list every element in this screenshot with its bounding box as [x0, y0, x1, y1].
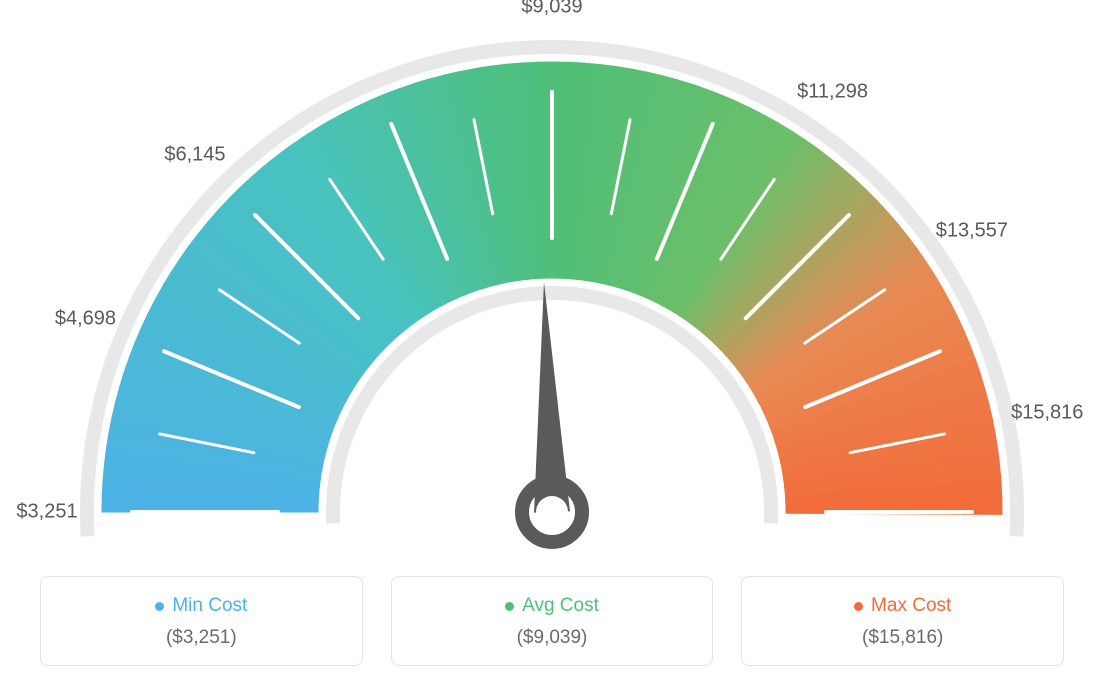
- gauge: $3,251 $4,698 $6,145 $9,039 $11,298 $13,557 $1…: [0, 0, 1104, 560]
- legend-card-max: Max Cost ($15,816): [741, 576, 1064, 666]
- legend-row: Min Cost ($3,251) Avg Cost ($9,039) Max …: [40, 576, 1064, 666]
- gauge-chart-container: $3,251 $4,698 $6,145 $9,039 $11,298 $13,557 $1…: [0, 0, 1104, 690]
- scale-label: $11,298: [797, 81, 868, 104]
- legend-value: ($15,816): [752, 627, 1053, 649]
- legend-label: Avg Cost: [522, 595, 599, 617]
- legend-card-avg: Avg Cost ($9,039): [391, 576, 714, 666]
- legend-title-avg: Avg Cost: [505, 595, 599, 617]
- legend-label: Min Cost: [172, 595, 247, 617]
- scale-label: $4,698: [55, 307, 116, 330]
- legend-title-min: Min Cost: [155, 595, 247, 617]
- scale-label: $3,251: [16, 501, 77, 524]
- scale-label: $15,816: [1011, 402, 1083, 425]
- scale-label: $9,039: [521, 0, 582, 19]
- gauge-svg: [0, 0, 1104, 560]
- legend-title-max: Max Cost: [854, 595, 951, 617]
- legend-label: Max Cost: [871, 595, 951, 617]
- legend-card-min: Min Cost ($3,251): [40, 576, 363, 666]
- legend-value: ($9,039): [402, 627, 703, 649]
- dot-icon: [505, 602, 514, 611]
- legend-value: ($3,251): [51, 627, 352, 649]
- dot-icon: [854, 602, 863, 611]
- scale-label: $13,557: [936, 220, 1008, 243]
- scale-label: $6,145: [164, 143, 225, 166]
- dot-icon: [155, 602, 164, 611]
